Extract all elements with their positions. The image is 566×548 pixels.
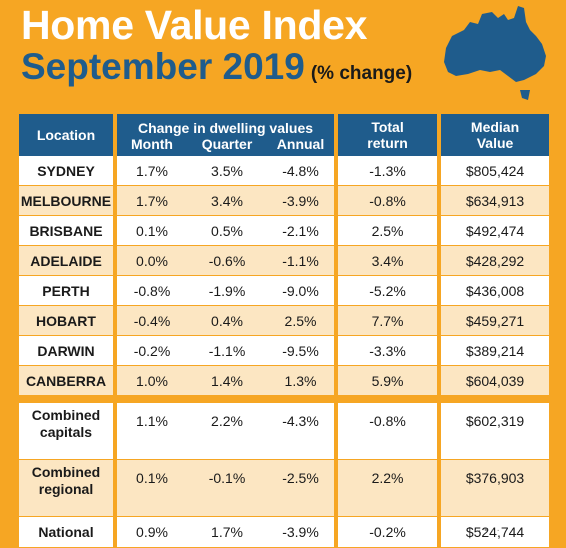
cell-median-value: $602,319 — [437, 403, 550, 460]
cell-month: -0.8% — [113, 275, 187, 306]
table-row: HOBART -0.4% 0.4% 2.5% 7.7% $459,271 — [19, 305, 550, 336]
header-median-line1: Median — [470, 119, 520, 135]
cell-annual: -2.5% — [267, 459, 337, 517]
cell-month: 1.1% — [113, 403, 187, 460]
cell-quarter: 2.2% — [187, 403, 267, 460]
header-month: Month — [113, 136, 187, 156]
cell-quarter: 1.7% — [187, 516, 267, 548]
cell-total-return: -5.2% — [334, 275, 440, 306]
cell-location: SYDNEY — [19, 156, 115, 186]
cell-quarter: 3.4% — [187, 185, 267, 216]
header-quarter: Quarter — [187, 136, 267, 156]
summary-row: Combined regional 0.1% -0.1% -2.5% 2.2% $… — [19, 459, 550, 517]
cell-annual: -4.8% — [267, 156, 337, 186]
cell-quarter: -1.1% — [187, 335, 267, 366]
cell-annual: -9.0% — [267, 275, 337, 306]
cell-median-value: $634,913 — [437, 185, 550, 216]
page-title: Home Value Index — [21, 2, 368, 48]
location-line1: Combined — [31, 407, 101, 423]
cell-location: BRISBANE — [19, 215, 115, 246]
cell-annual: -4.3% — [267, 403, 337, 460]
location-line1: Combined — [31, 464, 101, 480]
summary-row: National 0.9% 1.7% -3.9% -0.2% $524,744 — [19, 516, 550, 548]
table-row: BRISBANE 0.1% 0.5% -2.1% 2.5% $492,474 — [19, 215, 550, 246]
cell-total-return: 2.2% — [334, 459, 440, 517]
cell-quarter: -1.9% — [187, 275, 267, 306]
cell-median-value: $492,474 — [437, 215, 550, 246]
header-median-value: Median Value — [437, 114, 550, 156]
watermark: · • · · — [478, 525, 500, 536]
cell-median-value: $459,271 — [437, 305, 550, 336]
cell-annual: -9.5% — [267, 335, 337, 366]
period-label: September 2019 — [21, 46, 305, 87]
home-value-table: Location Change in dwelling values Total… — [19, 114, 550, 548]
cell-month: 1.0% — [113, 365, 187, 396]
cell-location: PERTH — [19, 275, 115, 306]
header-total-return: Total return — [334, 114, 440, 156]
cell-median-value: $428,292 — [437, 245, 550, 276]
cell-total-return: 7.7% — [334, 305, 440, 336]
table-row: MELBOURNE 1.7% 3.4% -3.9% -0.8% $634,913 — [19, 185, 550, 216]
cell-median-value: $376,903 — [437, 459, 550, 517]
header-change-group: Change in dwelling values — [112, 114, 337, 136]
cell-total-return: -0.8% — [334, 185, 440, 216]
cell-month: -0.4% — [113, 305, 187, 336]
header-total-line1: Total — [371, 119, 404, 135]
header-median-line2: Value — [476, 135, 514, 151]
location-line2: capitals — [39, 424, 93, 440]
cell-location: ADELAIDE — [19, 245, 115, 276]
cell-quarter: 0.4% — [187, 305, 267, 336]
header-location: Location — [19, 114, 115, 156]
cell-location: National — [19, 516, 115, 548]
cell-quarter: -0.1% — [187, 459, 267, 517]
cell-month: 1.7% — [113, 185, 187, 216]
cell-month: 0.1% — [113, 459, 187, 517]
cell-total-return: -0.2% — [334, 516, 440, 548]
summary-row: Combined capitals 1.1% 2.2% -4.3% -0.8% $… — [19, 403, 550, 460]
location-line2: regional — [38, 481, 94, 497]
cell-location: Combined regional — [19, 459, 115, 517]
cell-location: HOBART — [19, 305, 115, 336]
cell-annual: -3.9% — [267, 185, 337, 216]
cell-quarter: -0.6% — [187, 245, 267, 276]
cell-month: -0.2% — [113, 335, 187, 366]
table-row: ADELAIDE 0.0% -0.6% -1.1% 3.4% $428,292 — [19, 245, 550, 276]
table-row: DARWIN -0.2% -1.1% -9.5% -3.3% $389,214 — [19, 335, 550, 366]
cell-total-return: 2.5% — [334, 215, 440, 246]
cell-month: 0.0% — [113, 245, 187, 276]
cell-location: CANBERRA — [19, 365, 115, 396]
cell-annual: -2.1% — [267, 215, 337, 246]
cell-month: 1.7% — [113, 156, 187, 186]
cell-median-value: $805,424 — [437, 156, 550, 186]
cell-median-value: $436,008 — [437, 275, 550, 306]
cell-location: Combined capitals — [19, 403, 115, 460]
cell-median-value: $389,214 — [437, 335, 550, 366]
cell-month: 0.1% — [113, 215, 187, 246]
cell-annual: 1.3% — [267, 365, 337, 396]
table-row: PERTH -0.8% -1.9% -9.0% -5.2% $436,008 — [19, 275, 550, 306]
cell-month: 0.9% — [113, 516, 187, 548]
subtitle-label: (% change) — [310, 63, 413, 84]
cell-total-return: -1.3% — [334, 156, 440, 186]
table-row: SYDNEY 1.7% 3.5% -4.8% -1.3% $805,424 — [19, 156, 550, 186]
cell-annual: -3.9% — [267, 516, 337, 548]
table-gap — [19, 395, 550, 403]
cell-quarter: 3.5% — [187, 156, 267, 186]
cell-total-return: -0.8% — [334, 403, 440, 460]
cell-total-return: -3.3% — [334, 335, 440, 366]
cell-quarter: 1.4% — [187, 365, 267, 396]
period-title: September 2019 (% change) — [21, 46, 412, 88]
cell-median-value: $604,039 — [437, 365, 550, 396]
cell-location: MELBOURNE — [19, 185, 115, 216]
cell-annual: -1.1% — [267, 245, 337, 276]
cell-annual: 2.5% — [267, 305, 337, 336]
cell-quarter: 0.5% — [187, 215, 267, 246]
header-annual: Annual — [267, 136, 337, 156]
cell-total-return: 3.4% — [334, 245, 440, 276]
cell-location: DARWIN — [19, 335, 115, 366]
australia-map-icon — [444, 6, 546, 100]
header-total-line2: return — [367, 135, 408, 151]
table-row: CANBERRA 1.0% 1.4% 1.3% 5.9% $604,039 — [19, 365, 550, 396]
cell-total-return: 5.9% — [334, 365, 440, 396]
